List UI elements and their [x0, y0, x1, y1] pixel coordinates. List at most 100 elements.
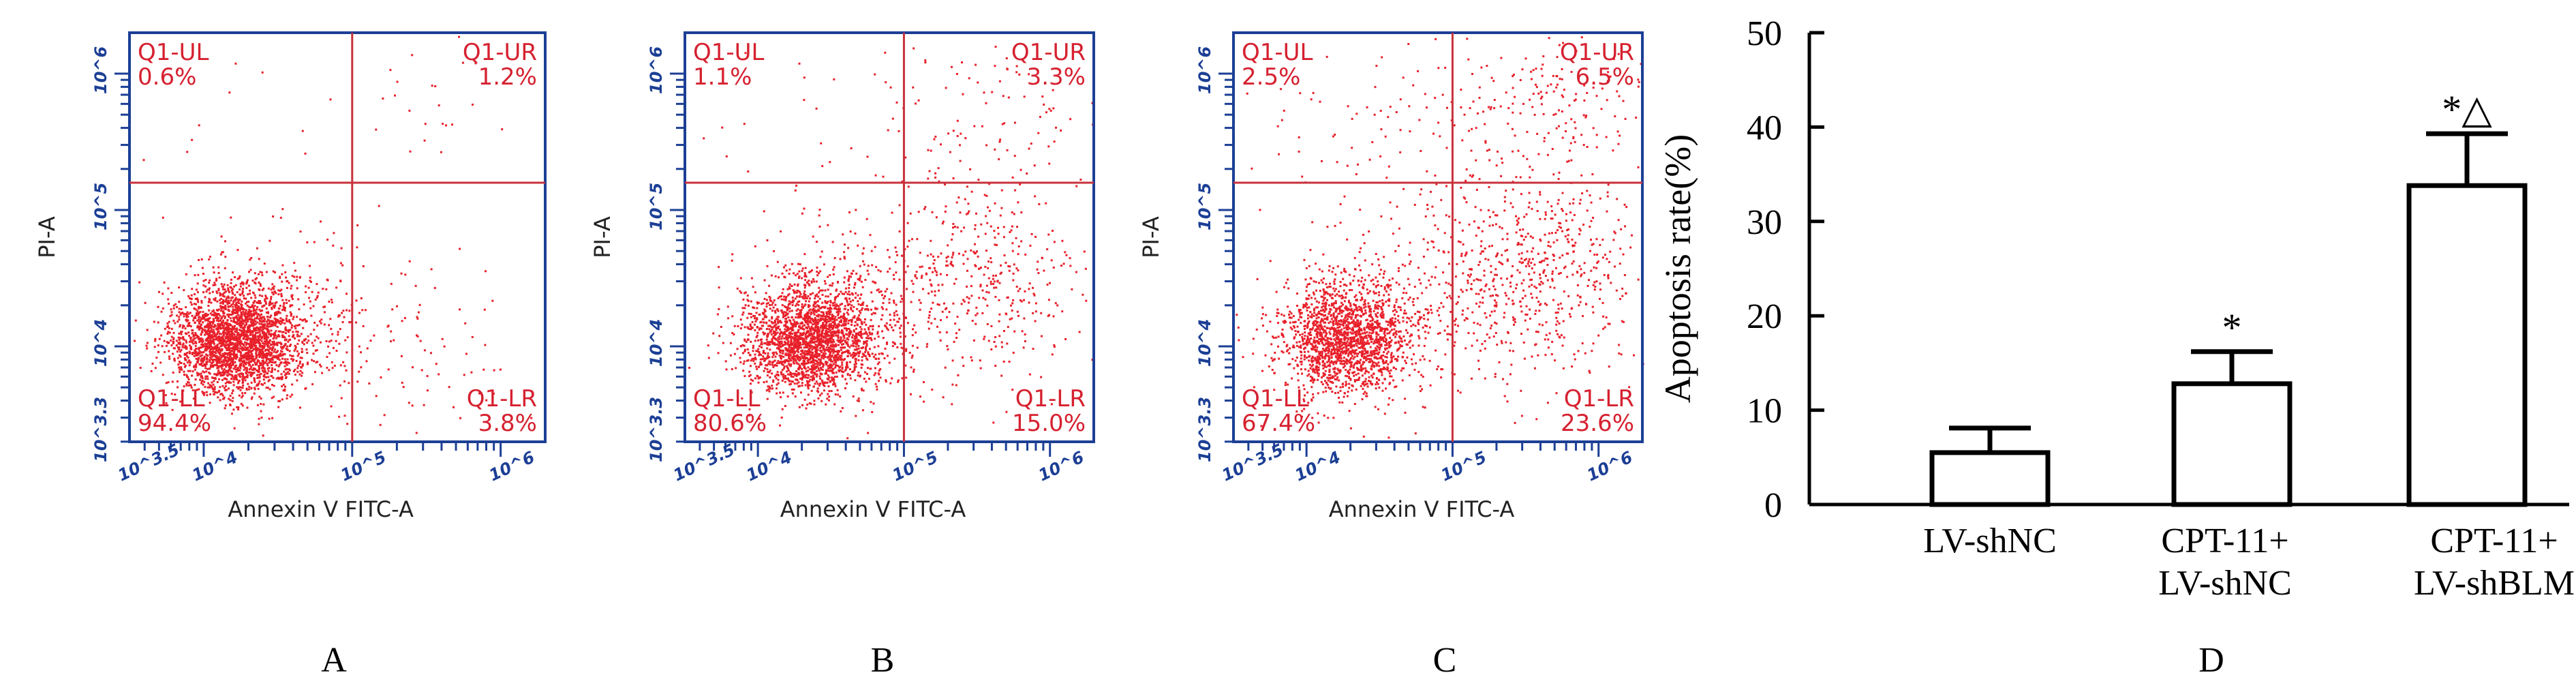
data-point: [265, 312, 268, 314]
data-point: [239, 319, 241, 322]
data-point: [207, 346, 210, 348]
plot-frame: [128, 31, 547, 443]
data-point: [426, 389, 429, 392]
data-point: [819, 382, 821, 385]
data-point: [183, 325, 185, 328]
data-point: [827, 399, 830, 402]
data-point: [254, 299, 256, 302]
data-point: [271, 384, 273, 386]
data-point: [185, 341, 188, 344]
data-point: [273, 344, 275, 346]
data-point: [246, 301, 248, 303]
data-point: [170, 344, 173, 346]
data-point: [265, 355, 268, 358]
data-point: [298, 352, 300, 355]
data-point: [288, 282, 290, 284]
data-point: [224, 363, 226, 366]
data-point: [172, 352, 174, 355]
y-tick-label: 10^6: [91, 46, 110, 94]
data-point: [194, 315, 196, 318]
data-point: [201, 361, 204, 363]
data-point: [212, 320, 215, 323]
data-point: [793, 344, 795, 347]
data-point: [756, 318, 758, 321]
data-point: [838, 350, 840, 353]
data-point: [185, 340, 187, 342]
data-point: [773, 342, 776, 344]
data-point: [224, 308, 227, 311]
data-point: [230, 374, 233, 376]
data-point: [256, 347, 259, 350]
data-point: [795, 340, 798, 343]
data-point: [212, 383, 215, 386]
data-point: [234, 299, 236, 302]
data-point: [260, 383, 263, 385]
data-point: [419, 340, 422, 342]
data-point: [245, 331, 248, 333]
data-point: [222, 314, 225, 317]
data-point: [768, 390, 771, 393]
data-point: [784, 405, 786, 407]
data-point: [185, 382, 188, 385]
data-point: [196, 282, 199, 285]
data-point: [185, 346, 188, 348]
data-point: [170, 314, 173, 316]
data-point: [249, 258, 251, 261]
data-point: [200, 351, 202, 354]
data-point: [236, 322, 239, 324]
data-point: [213, 271, 215, 274]
data-point: [358, 370, 361, 373]
data-point: [857, 347, 860, 350]
data-point: [833, 318, 836, 320]
data-point: [394, 94, 396, 97]
data-point: [804, 303, 807, 306]
data-point: [833, 325, 835, 328]
data-point: [220, 317, 223, 320]
data-point: [206, 342, 209, 345]
data-point: [876, 388, 878, 391]
data-point: [827, 370, 829, 372]
data-point: [821, 357, 823, 359]
data-point: [800, 350, 803, 352]
data-point: [792, 361, 795, 363]
data-point: [386, 325, 389, 328]
data-point: [226, 370, 229, 372]
data-point: [268, 378, 271, 381]
data-point: [251, 356, 254, 359]
data-point: [838, 307, 840, 310]
data-point: [775, 318, 778, 320]
data-point: [168, 331, 171, 334]
data-point: [223, 361, 226, 363]
data-point: [788, 287, 791, 290]
data-point: [274, 304, 277, 307]
data-point: [799, 327, 802, 330]
data-point: [841, 367, 844, 370]
data-point: [803, 290, 806, 292]
data-point: [266, 327, 269, 330]
data-point: [281, 273, 283, 275]
data-point: [219, 314, 221, 317]
data-point: [753, 323, 756, 326]
data-point: [258, 370, 260, 373]
data-point: [182, 312, 185, 315]
data-point: [179, 343, 182, 346]
data-point: [786, 365, 788, 367]
data-point: [256, 321, 259, 324]
data-point: [838, 309, 840, 312]
data-point: [296, 331, 299, 333]
data-point: [390, 282, 393, 285]
data-point: [816, 310, 818, 312]
data-point: [718, 286, 720, 289]
data-point: [269, 388, 271, 391]
data-point: [797, 363, 800, 365]
data-point: [226, 335, 229, 338]
data-point: [317, 291, 320, 294]
data-point: [810, 365, 813, 367]
data-point: [197, 314, 200, 316]
data-point: [260, 302, 262, 305]
data-point: [281, 336, 284, 338]
data-point: [214, 345, 217, 348]
data-point: [220, 283, 223, 286]
data-point: [283, 374, 286, 376]
data-point: [366, 347, 369, 350]
